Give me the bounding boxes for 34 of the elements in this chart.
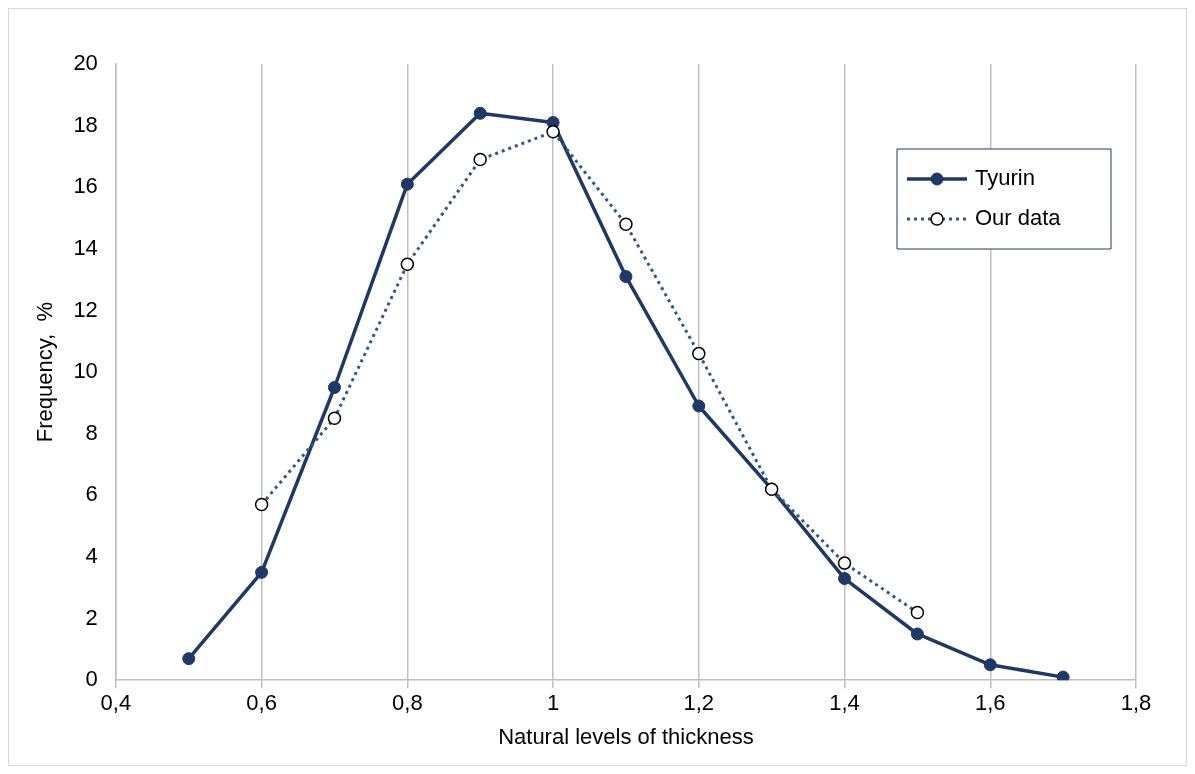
point bbox=[983, 658, 997, 672]
y-tick-label: 4 bbox=[85, 543, 98, 569]
point bbox=[327, 381, 341, 395]
point bbox=[838, 572, 852, 586]
point bbox=[182, 652, 196, 666]
x-tick-label: 1,6 bbox=[974, 690, 1006, 716]
legend-label: Our data bbox=[975, 205, 1062, 231]
x-tick-label: 0,4 bbox=[100, 690, 132, 716]
x-axis-title: Natural levels of thickness bbox=[498, 723, 754, 749]
x-tick-label: 1,4 bbox=[829, 690, 860, 716]
y-tick-label: 2 bbox=[85, 604, 98, 630]
y-tick-label: 16 bbox=[73, 173, 98, 199]
y-tick-label: 6 bbox=[85, 481, 98, 507]
legend-label: Tyurin bbox=[975, 165, 1035, 191]
y-tick-label: 20 bbox=[73, 50, 98, 76]
y-tick-label: 10 bbox=[73, 358, 98, 384]
point bbox=[692, 399, 706, 413]
point bbox=[619, 270, 633, 284]
y-tick-label: 0 bbox=[85, 666, 98, 692]
point bbox=[400, 177, 414, 191]
point bbox=[1056, 670, 1070, 681]
point bbox=[473, 106, 487, 120]
y-tick-label: 14 bbox=[73, 234, 98, 260]
x-tick-label: 0,6 bbox=[246, 690, 277, 716]
y-tick-label: 18 bbox=[73, 111, 98, 137]
y-tick-label: 8 bbox=[85, 419, 98, 445]
y-axis-title: Frequency, % bbox=[32, 301, 58, 443]
point bbox=[910, 627, 924, 641]
x-tick-label: 1 bbox=[546, 690, 560, 716]
x-tick-label: 0,8 bbox=[392, 690, 423, 716]
point bbox=[255, 565, 269, 579]
x-tick-label: 1,2 bbox=[683, 690, 715, 716]
x-tick-label: 1,8 bbox=[1120, 690, 1152, 716]
y-tick-label: 12 bbox=[73, 296, 98, 322]
